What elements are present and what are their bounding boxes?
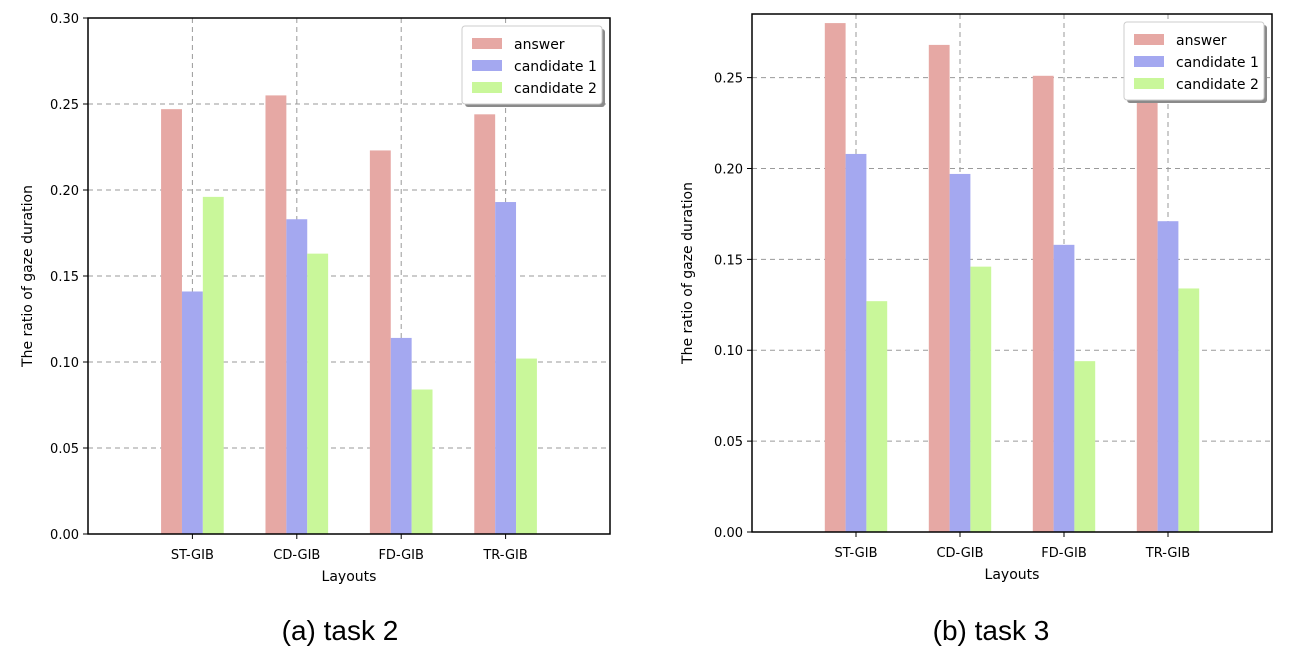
y-tick-label: 0.00: [50, 528, 79, 543]
legend-label: answer: [1176, 33, 1227, 49]
x-tick-label: ST-GIB: [171, 548, 214, 563]
bar-candidate-2-FD-GIB: [411, 389, 433, 534]
y-tick-label: 0.30: [50, 12, 79, 27]
bar-candidate-2-CD-GIB: [970, 266, 992, 532]
figure-caption: (b) task 3: [933, 615, 1050, 646]
legend-label: candidate 2: [514, 81, 597, 97]
x-axis-label: Layouts: [322, 569, 377, 585]
bar-candidate-2-ST-GIB: [202, 196, 224, 534]
legend-label: candidate 1: [1176, 55, 1259, 71]
bar-candidate-1-TR-GIB: [495, 202, 517, 535]
chart-panel-task-3: 0.00 0.05 0.10 0.15 0.20 0.25 ST-GIB CD-GIB FD-G…: [646, 0, 1292, 662]
x-tick-label: FD-GIB: [1041, 546, 1086, 561]
bar-candidate-2-ST-GIB: [866, 301, 888, 532]
y-tick-label: 0.25: [50, 98, 79, 113]
y-tick-label: 0.10: [50, 356, 79, 371]
legend-swatch: [472, 38, 502, 49]
bar-answer-CD-GIB: [265, 95, 287, 535]
bar-candidate-1-ST-GIB: [845, 153, 867, 533]
bar-candidate-1-FD-GIB: [390, 337, 412, 534]
bar-candidate-2-TR-GIB: [1178, 288, 1200, 532]
x-tick-label: CD-GIB: [273, 548, 320, 563]
bar-candidate-2-FD-GIB: [1074, 361, 1096, 532]
y-tick-label: 0.15: [714, 253, 743, 268]
y-tick-label: 0.10: [714, 344, 743, 359]
bar-answer-ST-GIB: [824, 23, 846, 533]
bar-candidate-1-ST-GIB: [181, 291, 203, 534]
bar-answer-FD-GIB: [369, 150, 391, 534]
chart-panel-task-2: 0.00 0.05 0.10 0.15 0.20 0.25 0.30 ST-GIB CD-GIB…: [20, 12, 611, 646]
bar-candidate-2-CD-GIB: [307, 253, 329, 534]
y-tick-label: 0.05: [50, 442, 79, 457]
legend-label: candidate 2: [1176, 77, 1259, 93]
bar-answer-TR-GIB: [1136, 95, 1158, 532]
legend-label: candidate 1: [514, 59, 597, 75]
y-axis-label: The ratio of gaze duration: [680, 182, 696, 365]
y-axis-label: The ratio of gaze duration: [20, 185, 36, 368]
bar-candidate-1-CD-GIB: [949, 173, 971, 533]
bar-answer-TR-GIB: [474, 114, 496, 534]
legend-swatch: [472, 60, 502, 71]
legend-label: answer: [514, 37, 565, 53]
y-tick-label: 0.25: [714, 72, 743, 87]
legend-swatch: [472, 82, 502, 93]
y-tick-label: 0.20: [714, 162, 743, 177]
x-axis-label: Layouts: [985, 567, 1040, 583]
x-tick-label: TR-GIB: [1145, 546, 1190, 561]
y-tick-label: 0.20: [50, 184, 79, 199]
legend-swatch: [1134, 56, 1164, 67]
bar-answer-FD-GIB: [1032, 75, 1054, 532]
x-tick-label: TR-GIB: [482, 548, 527, 563]
figure-caption: (a) task 2: [282, 615, 399, 646]
y-tick-label: 0.00: [714, 526, 743, 541]
plot-frame: [87, 17, 611, 535]
x-tick-label: ST-GIB: [835, 546, 878, 561]
bar-candidate-1-CD-GIB: [286, 219, 308, 535]
bar-chart-task-2: 0.00 0.05 0.10 0.15 0.20 0.25 0.30 ST-GIB CD-GIB…: [20, 12, 611, 646]
bar-candidate-1-FD-GIB: [1053, 244, 1075, 532]
y-tick-label: 0.15: [50, 270, 79, 285]
legend-swatch: [1134, 78, 1164, 89]
bar-answer-CD-GIB: [928, 44, 950, 532]
legend-swatch: [1134, 34, 1164, 45]
x-tick-label: FD-GIB: [378, 548, 423, 563]
y-tick-label: 0.05: [714, 435, 743, 450]
bar-answer-ST-GIB: [161, 109, 182, 534]
bar-chart-task-3: 0.00 0.05 0.10 0.15 0.20 0.25 ST-GIB CD-GIB FD-G…: [680, 13, 1273, 646]
plot-frame: [751, 13, 1273, 533]
bar-candidate-2-TR-GIB: [516, 358, 537, 534]
bar-candidate-1-TR-GIB: [1157, 221, 1179, 532]
x-tick-label: CD-GIB: [936, 546, 983, 561]
